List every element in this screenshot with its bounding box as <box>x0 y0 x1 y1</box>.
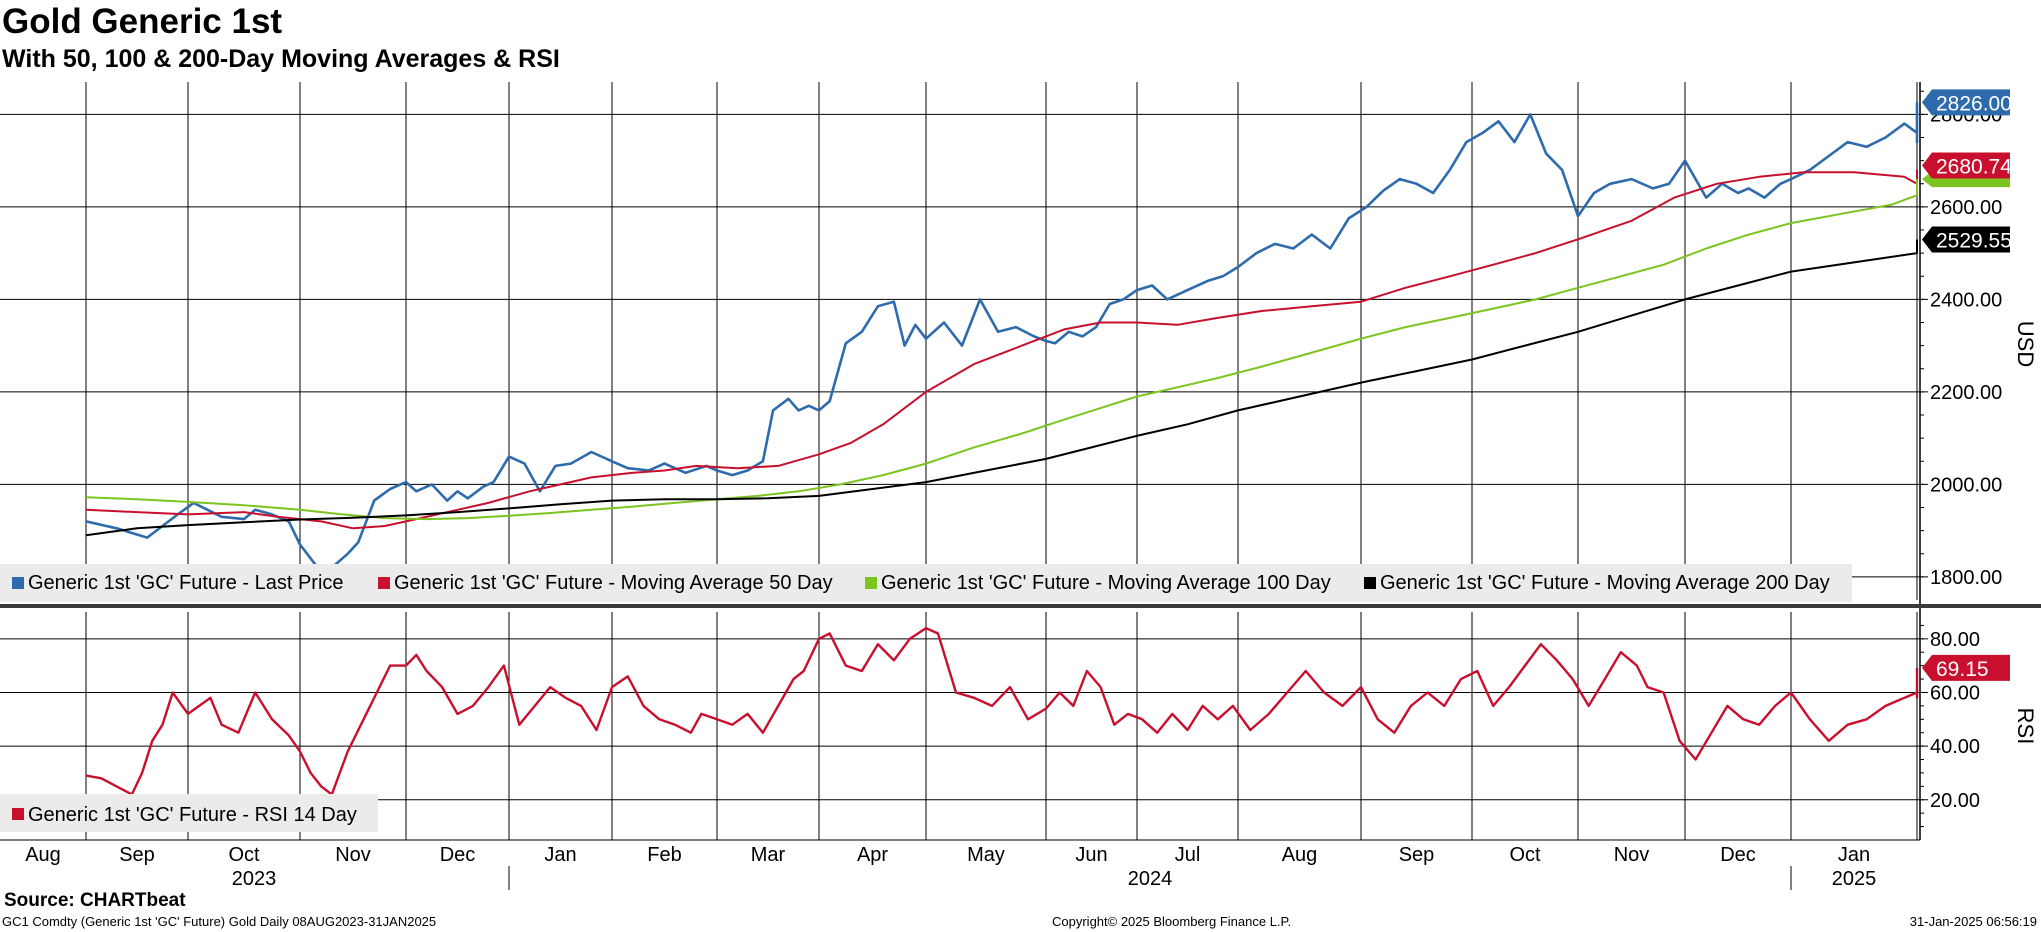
legend-swatch <box>865 577 877 589</box>
legend-entry: Generic 1st 'GC' Future - Moving Average… <box>394 572 833 594</box>
footer-timestamp: 31-Jan-2025 06:56:19 <box>1909 914 2037 929</box>
legend-swatch <box>12 577 24 589</box>
value-tag-bg <box>1922 226 2010 253</box>
x-month-label: Jan <box>544 844 576 866</box>
rsi-legend-box <box>0 794 378 832</box>
x-month-label: May <box>967 844 1005 866</box>
value-tag-label: 2680.74 <box>1936 156 2012 179</box>
chart-title: Gold Generic 1st <box>2 2 283 41</box>
rsi-y-tick-label: 40.00 <box>1930 736 1980 758</box>
value-tag: 2529.55 <box>1922 226 2012 253</box>
value-tag-bg <box>1922 152 2010 179</box>
legend-entry: Generic 1st 'GC' Future - Moving Average… <box>881 572 1331 594</box>
x-year-label: 2024 <box>1128 868 1173 890</box>
value-tag-bg <box>1922 654 2010 681</box>
value-tag: 2826.00 <box>1922 89 2012 116</box>
footer-ticker: GC1 Comdty (Generic 1st 'GC' Future) Gol… <box>2 914 437 929</box>
footer-copyright: Copyright© 2025 Bloomberg Finance L.P. <box>1052 914 1292 929</box>
x-month-label: Oct <box>1509 844 1541 866</box>
x-month-label: Oct <box>228 844 260 866</box>
x-month-label: Jun <box>1075 844 1107 866</box>
rsi-y-axis-label: RSI <box>2013 708 2038 745</box>
rsi-legend: Generic 1st 'GC' Future - RSI 14 Day <box>0 794 378 832</box>
rsi-y-tick-label: 80.00 <box>1930 629 1980 651</box>
axes <box>0 82 2041 841</box>
value-tag-label: 2529.55 <box>1936 229 2012 252</box>
x-month-label: Dec <box>1720 844 1756 866</box>
price-y-axis-label: USD <box>2013 321 2038 367</box>
value-tag: 2680.74 <box>1922 152 2012 179</box>
price-lines <box>85 102 1919 569</box>
price-y-tick-label: 2000.00 <box>1930 474 2002 496</box>
x-year-label: 2025 <box>1832 868 1877 890</box>
series-line-moving-average-50-day <box>85 169 1918 530</box>
x-month-label: Nov <box>335 844 371 866</box>
x-month-label: Apr <box>857 844 888 866</box>
price-y-tick-label: 1800.00 <box>1930 567 2002 589</box>
rsi-y-tick-label: 20.00 <box>1930 790 1980 812</box>
x-month-label: Jul <box>1175 844 1201 866</box>
value-tag-label: 69.15 <box>1936 658 1989 681</box>
rsi-y-axis: 20.00 40.00 60.00 80.00 RSI <box>1920 624 2038 828</box>
series-line-moving-average-200-day <box>85 239 1918 537</box>
value-tag-bg <box>1922 89 2010 116</box>
series-line-last-price <box>85 102 1919 569</box>
legend-entry: Generic 1st 'GC' Future - Last Price <box>28 572 344 594</box>
price-legend: Generic 1st 'GC' Future - Last Price Gene… <box>0 564 1852 602</box>
legend-entry: Generic 1st 'GC' Future - RSI 14 Day <box>28 804 357 826</box>
source-note: Source: CHARTbeat <box>4 890 186 911</box>
rsi-y-tick-label: 60.00 <box>1930 682 1980 704</box>
x-month-label: Aug <box>25 844 61 866</box>
x-month-label: Mar <box>751 844 786 866</box>
x-month-label: Dec <box>440 844 476 866</box>
x-month-label: Jan <box>1838 844 1870 866</box>
legend-swatch <box>1364 577 1376 589</box>
x-month-label: Sep <box>1399 844 1435 866</box>
series-line-moving-average-100-day <box>85 179 1918 521</box>
chart-subtitle: With 50, 100 & 200-Day Moving Averages &… <box>2 45 560 73</box>
legend-swatch <box>378 577 390 589</box>
legend-swatch <box>12 808 24 820</box>
value-tag: 69.15 <box>1922 654 2010 681</box>
series-line-rsi-14-day <box>85 626 1919 796</box>
x-month-label: Feb <box>647 844 681 866</box>
x-month-label: Sep <box>119 844 155 866</box>
x-year-label: 2023 <box>232 868 277 890</box>
rsi-lines <box>85 626 1919 796</box>
price-y-tick-label: 2600.00 <box>1930 197 2002 219</box>
price-legend-box <box>0 564 1852 602</box>
legend-entry: Generic 1st 'GC' Future - Moving Average… <box>1380 572 1830 594</box>
x-axis: Aug Sep Oct Nov Dec Jan Feb Mar Apr May Jun Jul Aug S… <box>25 844 1876 890</box>
x-month-label: Aug <box>1282 844 1318 866</box>
price-y-tick-label: 2200.00 <box>1930 382 2002 404</box>
value-tag-label: 2826.00 <box>1936 92 2012 115</box>
price-y-tick-label: 2400.00 <box>1930 289 2002 311</box>
value-tags: 2826.00 2680.74 2529.55 69.15 <box>1922 89 2012 681</box>
x-month-label: Nov <box>1614 844 1650 866</box>
